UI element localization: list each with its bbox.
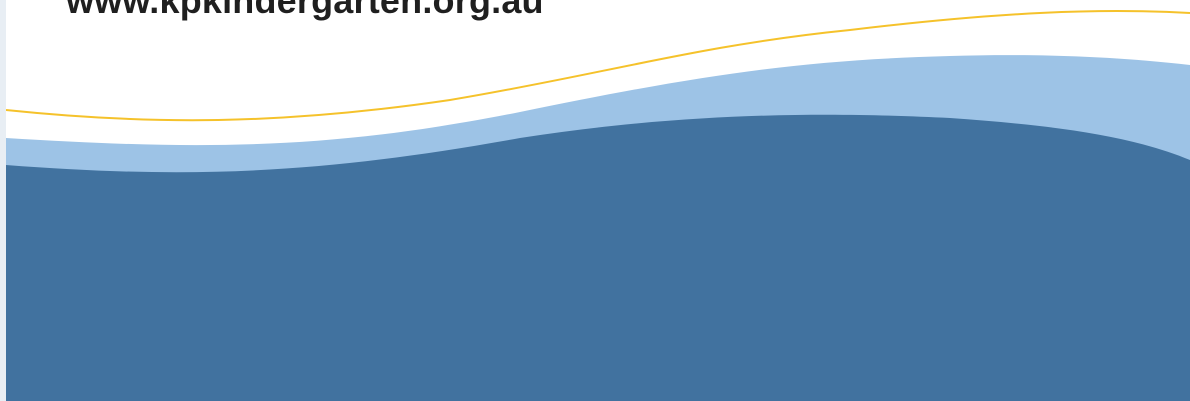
dark-blue-wave [6, 114, 1190, 401]
yellow-wave-line [5, 10, 1190, 122]
left-edge-strip [0, 0, 6, 401]
website-url: www.kpkindergarten.org.au [66, 0, 544, 21]
